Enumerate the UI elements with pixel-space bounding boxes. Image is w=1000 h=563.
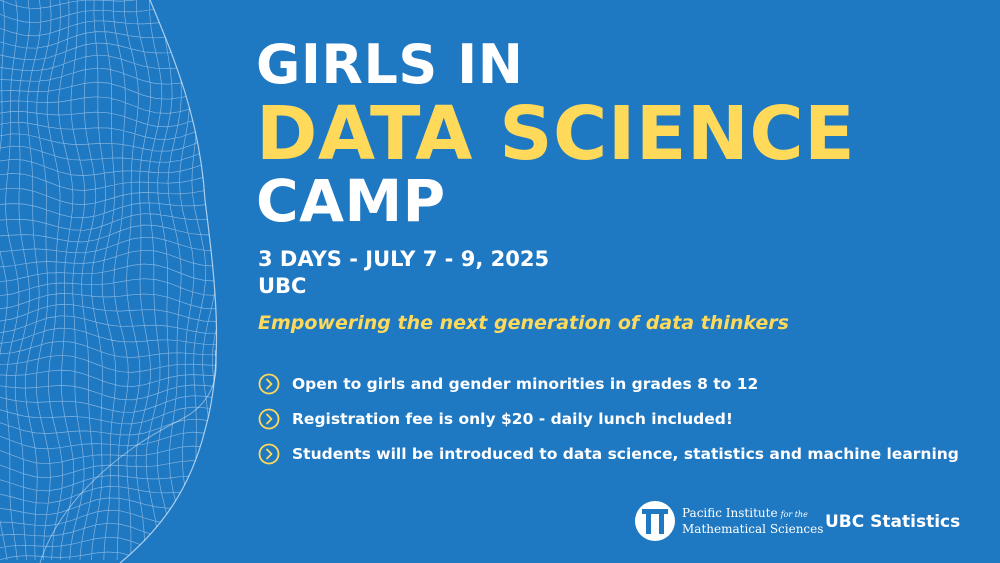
title-line-3: CAMP [256, 167, 446, 235]
feature-item: Students will be introduced to data scie… [258, 436, 959, 471]
pims-line-1: Pacific Institute [682, 505, 778, 520]
chevron-circle-right-icon [258, 443, 280, 464]
event-location: UBC [258, 274, 307, 298]
feature-item: Open to girls and gender minorities in g… [258, 366, 959, 401]
pims-name: Pacific Institute for the Mathematical Sc… [682, 506, 823, 537]
feature-item: Registration fee is only $20 - daily lun… [258, 401, 959, 436]
feature-text: Open to girls and gender minorities in g… [292, 374, 759, 393]
chevron-circle-right-icon [258, 408, 280, 429]
tagline: Empowering the next generation of data t… [258, 312, 789, 334]
wireframe-mesh-decoration [0, 0, 218, 563]
pims-for-the: for the [780, 509, 808, 519]
title-line-2: DATA SCIENCE [256, 91, 856, 177]
feature-list: Open to girls and gender minorities in g… [258, 366, 959, 471]
chevron-circle-right-icon [258, 373, 280, 394]
feature-text: Students will be introduced to data scie… [292, 444, 959, 463]
ubc-statistics-logo: UBC Statistics [825, 512, 961, 532]
pims-logo-block: Pacific Institute for the Mathematical Sc… [634, 500, 823, 542]
title-line-1: GIRLS IN [256, 33, 524, 96]
mesh-grid [0, 0, 217, 563]
event-dates: 3 DAYS - JULY 7 - 9, 2025 [258, 247, 550, 271]
feature-text: Registration fee is only $20 - daily lun… [292, 409, 733, 428]
pims-line-2: Mathematical Sciences [682, 521, 824, 536]
pims-logo-icon [635, 501, 675, 541]
